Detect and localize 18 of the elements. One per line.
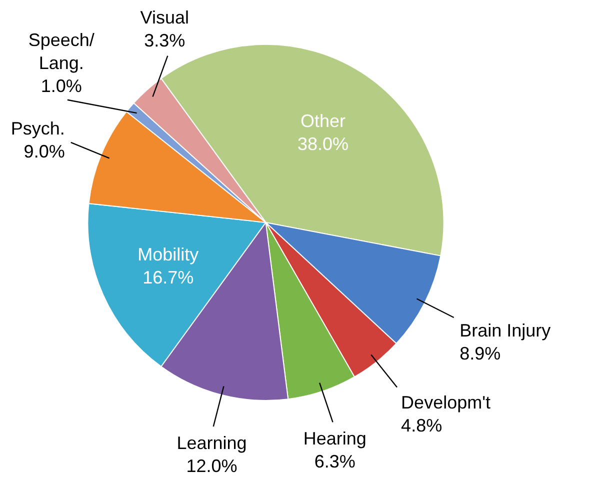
data-label: 16.7% (142, 267, 194, 288)
data-label: 9.0% (24, 141, 65, 162)
data-label: 3.3% (144, 30, 186, 51)
data-label: 8.9% (460, 343, 501, 364)
slice-label: Brain Injury (460, 320, 551, 340)
data-label: 1.0% (40, 76, 82, 96)
slice-label: Mobility (138, 244, 199, 264)
data-label: 4.8% (401, 415, 442, 436)
slice-label: Other (300, 110, 346, 131)
data-label: 38.0% (298, 134, 349, 154)
slice-label: Hearing (303, 428, 366, 448)
slice-label: Visual (140, 8, 189, 28)
slice-label: Learning (176, 432, 247, 453)
data-label: 12.0% (186, 456, 238, 476)
data-label: 6.3% (314, 451, 356, 472)
slice-label: Psych. (10, 118, 65, 138)
slice-label: Speech/ Lang. (28, 30, 94, 74)
slice-label: Developm't (401, 392, 491, 412)
